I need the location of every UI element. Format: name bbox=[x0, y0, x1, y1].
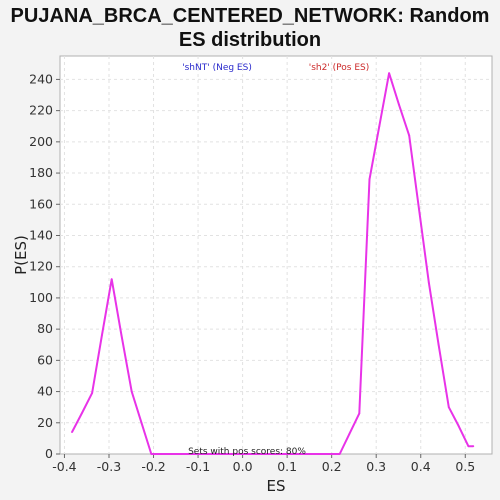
x-tick-label: 0.1 bbox=[277, 459, 297, 474]
legend-entry-pos-es: 'sh2' (Pos ES) bbox=[309, 63, 370, 73]
data-point bbox=[418, 208, 420, 210]
data-point bbox=[308, 453, 311, 455]
data-point bbox=[210, 453, 212, 455]
data-point bbox=[269, 453, 272, 455]
x-axis-label: ES bbox=[267, 477, 286, 495]
data-point bbox=[378, 125, 381, 128]
y-tick-label: 80 bbox=[37, 321, 53, 336]
plot-area bbox=[59, 55, 493, 455]
data-point bbox=[101, 334, 103, 337]
data-point bbox=[437, 343, 440, 346]
y-tick-label: 40 bbox=[37, 384, 53, 399]
y-tick-label: 0 bbox=[45, 446, 53, 461]
data-point bbox=[80, 412, 83, 415]
x-tick-label: 0.4 bbox=[411, 459, 431, 474]
axes: 0 20 40 60 80 100 120 140 160 180 200 220 240 -0.4 -0.… bbox=[29, 71, 475, 474]
legend-entry-neg-es: 'shNT' (Neg ES) bbox=[182, 63, 252, 73]
data-point bbox=[190, 453, 192, 455]
data-point bbox=[71, 431, 73, 433]
y-tick-label: 100 bbox=[29, 290, 53, 305]
data-point bbox=[279, 453, 281, 455]
y-tick-label: 60 bbox=[37, 352, 53, 367]
data-point bbox=[160, 453, 163, 455]
y-tick-label: 20 bbox=[37, 415, 53, 430]
data-point bbox=[120, 334, 123, 337]
x-tick-label: 0.5 bbox=[455, 459, 475, 474]
x-tick-label: 0.2 bbox=[322, 459, 342, 474]
data-point bbox=[150, 453, 153, 455]
data-point bbox=[130, 390, 133, 393]
y-tick-label: 180 bbox=[29, 165, 53, 180]
x-tick-label: 0.0 bbox=[233, 459, 253, 474]
y-tick-label: 200 bbox=[29, 134, 53, 149]
y-tick-label: 140 bbox=[29, 227, 53, 242]
data-point bbox=[472, 445, 475, 448]
y-tick-label: 160 bbox=[29, 196, 53, 211]
es-distribution-line bbox=[71, 72, 474, 455]
data-point bbox=[427, 281, 430, 284]
grid bbox=[60, 56, 492, 454]
series-layer bbox=[71, 72, 475, 455]
pos-scores-annotation: Sets with pos scores: 80% bbox=[188, 447, 306, 457]
data-point bbox=[348, 432, 351, 435]
chart-title-line1: PUJANA_BRCA_CENTERED_NETWORK: Random bbox=[11, 5, 490, 27]
data-point bbox=[388, 72, 390, 75]
data-point bbox=[140, 421, 143, 424]
x-tick-label: -0.3 bbox=[97, 459, 121, 474]
data-point bbox=[408, 134, 411, 137]
data-point bbox=[299, 453, 301, 455]
x-tick-label: 0.3 bbox=[366, 459, 386, 474]
data-point bbox=[329, 453, 331, 455]
data-point bbox=[199, 453, 202, 455]
data-point bbox=[239, 453, 242, 455]
y-tick-label: 240 bbox=[29, 71, 53, 86]
data-point bbox=[91, 392, 93, 394]
x-tick-label: -0.1 bbox=[186, 459, 210, 474]
data-point bbox=[467, 445, 470, 448]
data-point bbox=[249, 453, 252, 455]
data-point bbox=[358, 412, 361, 415]
data-point bbox=[229, 453, 232, 455]
data-point bbox=[180, 453, 183, 455]
data-point bbox=[447, 406, 450, 409]
data-point bbox=[398, 103, 400, 106]
x-tick-label: -0.2 bbox=[141, 459, 165, 474]
y-tick-label: 120 bbox=[29, 259, 53, 274]
data-point bbox=[368, 178, 371, 181]
y-tick-label: 220 bbox=[29, 103, 53, 118]
y-axis-label: P(ES) bbox=[12, 235, 30, 275]
data-point bbox=[259, 453, 262, 455]
chart-title-line2: ES distribution bbox=[179, 29, 321, 51]
data-point bbox=[457, 425, 460, 427]
data-point bbox=[110, 278, 113, 281]
x-tick-label: -0.4 bbox=[52, 459, 76, 474]
data-point bbox=[219, 453, 222, 455]
data-point bbox=[289, 453, 292, 455]
data-point bbox=[170, 453, 173, 455]
data-point bbox=[338, 453, 341, 455]
data-point bbox=[318, 453, 321, 455]
